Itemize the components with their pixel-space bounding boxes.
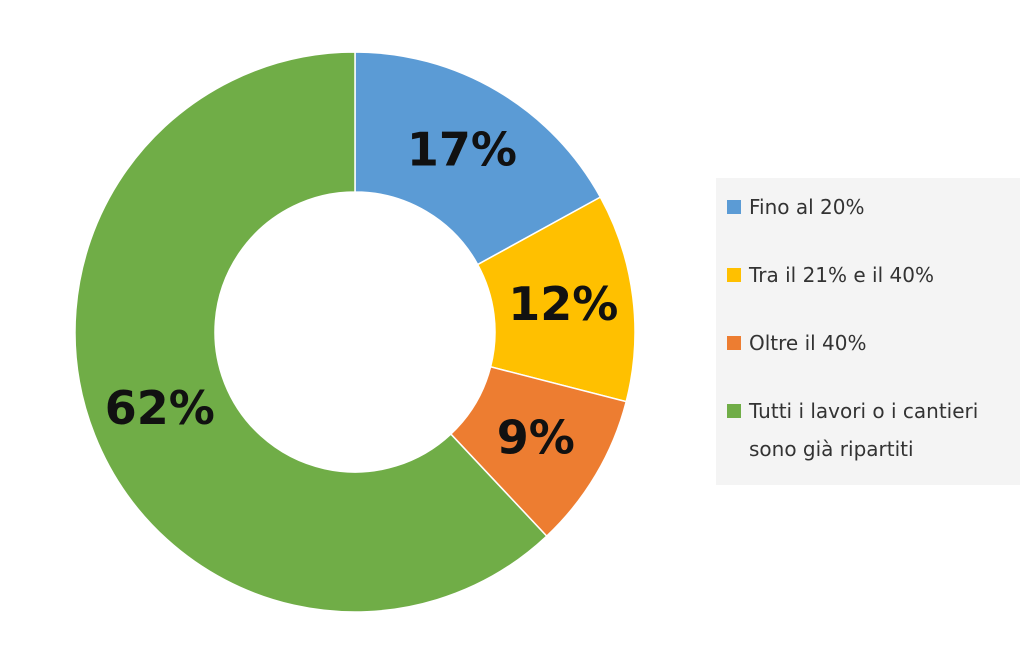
donut-slice: [354, 51, 602, 266]
legend-label: Tutti i lavori o i cantieri sono già rip…: [749, 399, 979, 461]
legend-label: Oltre il 40%: [749, 331, 867, 355]
value-label: 9%: [497, 410, 575, 464]
chart: 17% 12% 9% 62%: [74, 51, 636, 613]
legend-swatch: [727, 200, 741, 214]
legend-label: Fino al 20%: [749, 195, 865, 219]
legend-swatch: [727, 404, 741, 418]
legend-label: Tra il 21% e il 40%: [749, 263, 934, 287]
donut-slice: [74, 51, 548, 613]
legend-item: Tutti i lavori o i cantieri sono già rip…: [727, 392, 1012, 468]
legend-swatch: [727, 336, 741, 350]
legend-item: Oltre il 40%: [727, 324, 1012, 362]
value-label: 62%: [105, 381, 215, 435]
legend-item: Tra il 21% e il 40%: [727, 256, 1012, 294]
legend: Fino al 20% Tra il 21% e il 40% Oltre il 4…: [716, 178, 1020, 485]
value-label: 12%: [508, 277, 618, 331]
legend-item: Fino al 20%: [727, 188, 1012, 226]
legend-swatch: [727, 268, 741, 282]
value-label: 17%: [407, 123, 517, 177]
donut-slice: [476, 196, 636, 403]
